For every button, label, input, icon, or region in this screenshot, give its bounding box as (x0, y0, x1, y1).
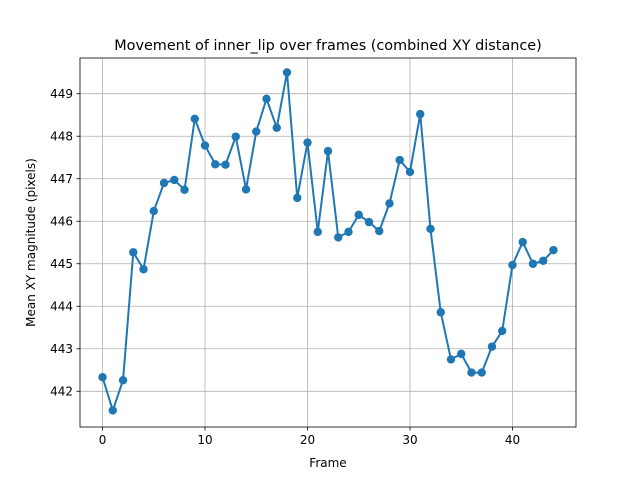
data-point (549, 245, 558, 255)
data-point (139, 265, 148, 274)
y-tick-label: 448 (50, 130, 73, 144)
data-point (518, 237, 527, 247)
data-point (293, 193, 302, 203)
data-point (385, 199, 394, 208)
y-tick-label: 445 (50, 257, 73, 271)
data-point (416, 109, 425, 119)
chart-title: Movement of inner_lip over frames (combi… (114, 38, 542, 54)
data-point (108, 406, 117, 415)
data-point (272, 123, 281, 132)
data-point (211, 160, 220, 169)
x-tick-label: 10 (197, 433, 212, 447)
y-tick-label: 446 (50, 215, 73, 229)
data-point (98, 373, 107, 382)
data-point (498, 326, 507, 336)
data-point (323, 146, 333, 156)
x-tick-label: 20 (300, 433, 315, 447)
data-point (149, 206, 158, 216)
data-point (190, 114, 199, 123)
y-tick-label: 447 (50, 172, 73, 186)
data-point (405, 167, 415, 177)
grid-layer (80, 58, 576, 427)
data-point (231, 132, 240, 141)
data-point (344, 227, 353, 237)
data-point (539, 256, 548, 265)
data-point (457, 349, 466, 359)
data-point (436, 308, 445, 317)
data-point (375, 226, 384, 236)
x-axis-label: Frame (309, 456, 346, 470)
data-point (395, 155, 404, 165)
data-point (282, 68, 292, 77)
x-tick-label: 0 (99, 433, 107, 447)
data-point (262, 94, 271, 104)
y-tick-label: 449 (50, 87, 73, 101)
data-point (467, 368, 476, 377)
data-point (241, 185, 251, 194)
data-point (487, 342, 497, 351)
tick-layer: 0 10 20 30 40 442 443 444 445 446 447 448 449 (50, 87, 520, 447)
data-point (159, 178, 169, 188)
data-point (446, 355, 456, 364)
data-point (252, 127, 261, 136)
plot-area-frame (79, 57, 577, 428)
y-axis-label: Mean XY magnitude (pixels) (24, 158, 38, 327)
data-point (477, 368, 486, 377)
data-point (528, 259, 538, 268)
y-tick-label: 444 (50, 300, 73, 314)
data-point (221, 160, 230, 169)
data-point (303, 138, 312, 147)
series-layer (98, 68, 558, 415)
y-tick-label: 443 (50, 342, 73, 356)
data-point (334, 233, 343, 242)
data-point (180, 185, 189, 194)
data-point (200, 141, 210, 150)
data-point (118, 376, 128, 385)
x-tick-label: 30 (402, 433, 417, 447)
data-point (170, 175, 179, 185)
data-point (426, 224, 435, 234)
data-point (508, 260, 517, 270)
data-point (313, 227, 322, 237)
x-tick-label: 40 (505, 433, 520, 447)
data-point (354, 210, 363, 220)
y-tick-label: 442 (50, 385, 73, 399)
data-point (364, 217, 374, 227)
data-point (129, 248, 138, 257)
